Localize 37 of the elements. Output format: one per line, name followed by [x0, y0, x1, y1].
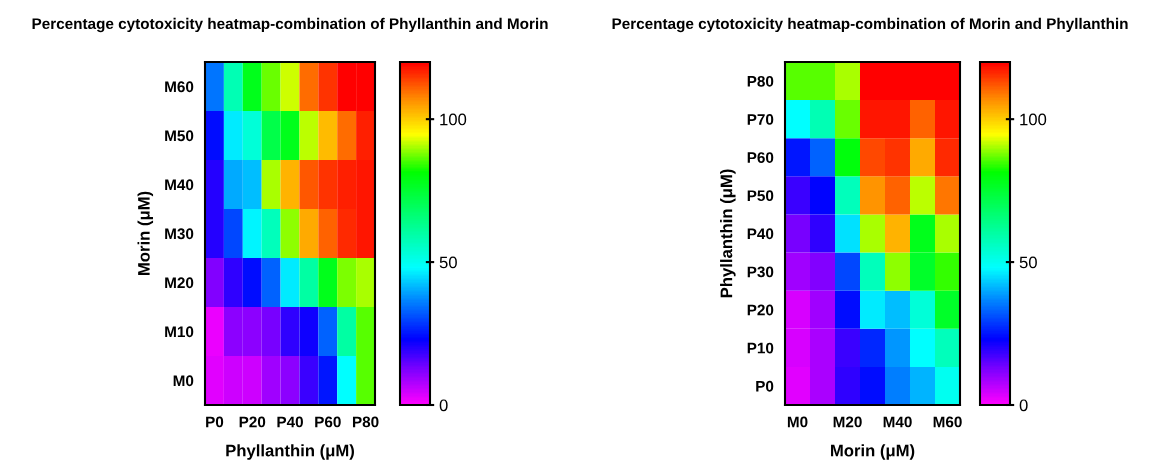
y-tick-label: M0 — [173, 375, 194, 387]
x-axis-title: Morin (μM) — [831, 444, 915, 460]
x-tick-label: M20 — [833, 416, 862, 428]
color-bar-label: 50 — [439, 256, 457, 269]
x-tick-label: P80 — [352, 416, 379, 428]
y-tick-label: M10 — [165, 326, 194, 338]
color-bar-label: 0 — [1019, 399, 1028, 412]
y-tick-label: M30 — [165, 228, 194, 240]
y-tick-label: M60 — [165, 81, 194, 93]
y-tick-label: M50 — [165, 130, 194, 142]
x-tick-label: P0 — [206, 416, 224, 428]
y-tick-label: P70 — [747, 114, 774, 125]
y-tick-label: P40 — [747, 228, 774, 240]
y-axis-title: Phyllanthin (μM) — [720, 169, 736, 298]
chart-title: Percentage cytotoxicity heatmap-combination of Morin and Phyllanthin — [612, 17, 1128, 33]
y-axis-title: Morin (μM) — [137, 191, 154, 275]
color-bar-label: 50 — [1019, 256, 1037, 269]
y-tick-label: P50 — [747, 190, 774, 202]
x-axis-title: Phyllanthin (μM) — [226, 444, 354, 460]
y-tick-label: P10 — [747, 342, 774, 354]
x-tick-label: P40 — [277, 416, 303, 428]
x-tick-label: P20 — [239, 416, 266, 428]
x-tick-label: M0 — [787, 416, 808, 428]
y-tick-label: M40 — [165, 179, 194, 191]
x-tick-label: M40 — [883, 416, 912, 428]
color-bar-label: 0 — [439, 399, 448, 412]
y-tick-label: P20 — [747, 304, 774, 316]
chart-title: Percentage cytotoxicity heatmap-combination of Phyllanthin and Morin — [32, 17, 548, 33]
y-tick-label: P60 — [747, 152, 774, 163]
y-tick-label: P30 — [747, 266, 774, 278]
y-tick-label: M20 — [165, 277, 194, 289]
color-bar-label: 100 — [1020, 113, 1047, 126]
x-tick-label: P60 — [315, 416, 341, 428]
y-tick-label: P80 — [747, 75, 774, 87]
y-tick-label: P0 — [756, 380, 774, 392]
x-tick-label: M60 — [933, 416, 962, 428]
color-bar-label: 100 — [440, 113, 467, 126]
